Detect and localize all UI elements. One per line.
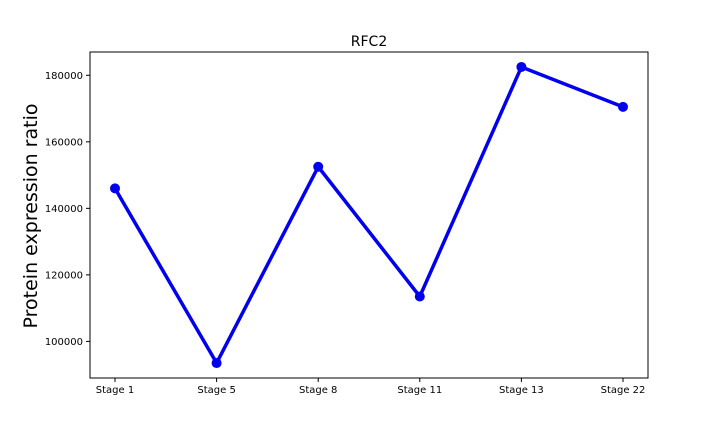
- y-tick-label: 140000: [45, 204, 83, 215]
- data-point: [414, 291, 425, 302]
- y-axis-label: Protein expression ratio: [20, 104, 42, 329]
- y-axis-ticks: 100000 120000 140000 160000 180000: [45, 71, 90, 348]
- x-tick-label: Stage 5: [197, 385, 235, 396]
- data-points: [110, 61, 628, 369]
- plot-frame: [89, 51, 649, 379]
- data-point: [516, 61, 527, 72]
- y-tick-label: 180000: [45, 71, 83, 82]
- x-tick-label: Stage 1: [96, 385, 134, 396]
- x-axis-ticks: Stage 1 Stage 5 Stage 8 Stage 11 Stage 13 Sta…: [96, 378, 646, 396]
- x-tick-label: Stage 13: [499, 385, 544, 396]
- y-tick-label: 120000: [45, 270, 83, 281]
- series-line: [113, 65, 624, 365]
- x-tick-label: Stage 8: [299, 385, 337, 396]
- y-tick-label: 160000: [45, 137, 83, 148]
- y-tick-label: 100000: [45, 337, 83, 348]
- x-tick-label: Stage 22: [601, 385, 646, 396]
- data-point: [110, 183, 120, 194]
- chart-title: RFC2: [351, 34, 387, 50]
- x-tick-label: Stage 11: [397, 385, 442, 396]
- data-point: [211, 358, 222, 369]
- data-point: [618, 101, 628, 112]
- data-point: [313, 161, 324, 172]
